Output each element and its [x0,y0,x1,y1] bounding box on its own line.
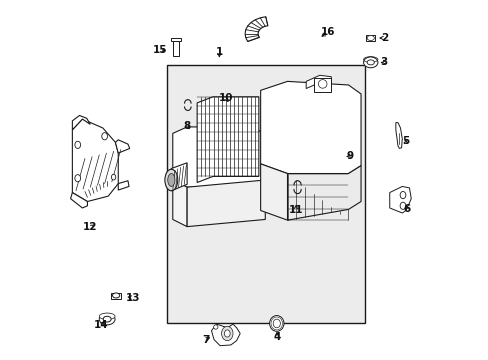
Ellipse shape [399,202,405,210]
Text: 14: 14 [94,320,108,329]
Text: 3: 3 [380,57,387,67]
Text: 5: 5 [402,136,408,146]
Ellipse shape [99,314,115,325]
Polygon shape [211,324,240,346]
Polygon shape [244,17,267,41]
Ellipse shape [318,80,326,88]
Ellipse shape [99,313,115,319]
Polygon shape [171,163,187,191]
Ellipse shape [224,330,230,337]
Bar [171,39,180,41]
Ellipse shape [366,60,373,65]
Ellipse shape [103,316,111,322]
Polygon shape [118,181,129,190]
Ellipse shape [221,326,233,341]
Ellipse shape [75,175,81,182]
Ellipse shape [363,57,377,68]
Ellipse shape [75,141,81,148]
Polygon shape [389,186,410,213]
Polygon shape [260,81,360,174]
Bar [314,78,330,92]
Text: 9: 9 [346,150,353,161]
Text: 13: 13 [125,293,140,303]
Polygon shape [172,180,187,226]
Text: 8: 8 [183,121,190,131]
Polygon shape [172,127,265,187]
Text: 11: 11 [288,206,303,216]
Text: 4: 4 [272,332,280,342]
Polygon shape [70,193,87,208]
Polygon shape [72,119,118,202]
Polygon shape [187,180,265,226]
Bar [167,65,364,323]
Text: 12: 12 [83,222,97,232]
Polygon shape [260,164,287,220]
Polygon shape [395,123,402,148]
Ellipse shape [273,319,280,328]
Bar [172,39,179,56]
Polygon shape [197,97,258,183]
Ellipse shape [213,325,218,329]
Polygon shape [115,140,129,153]
Ellipse shape [167,174,175,186]
Bar [366,35,374,41]
Ellipse shape [366,36,373,41]
Text: 1: 1 [215,46,223,57]
Text: 2: 2 [380,33,387,43]
Ellipse shape [111,174,116,180]
Ellipse shape [102,133,107,140]
Polygon shape [72,116,90,130]
Polygon shape [305,75,330,89]
Text: 16: 16 [320,27,335,37]
Ellipse shape [269,316,284,331]
Ellipse shape [112,293,120,298]
Text: 7: 7 [202,334,209,345]
Ellipse shape [164,169,178,191]
Text: 6: 6 [402,204,409,215]
Polygon shape [287,166,360,220]
Ellipse shape [399,192,405,199]
Text: 15: 15 [152,45,167,55]
Bar [111,293,121,299]
Text: 10: 10 [218,93,233,103]
